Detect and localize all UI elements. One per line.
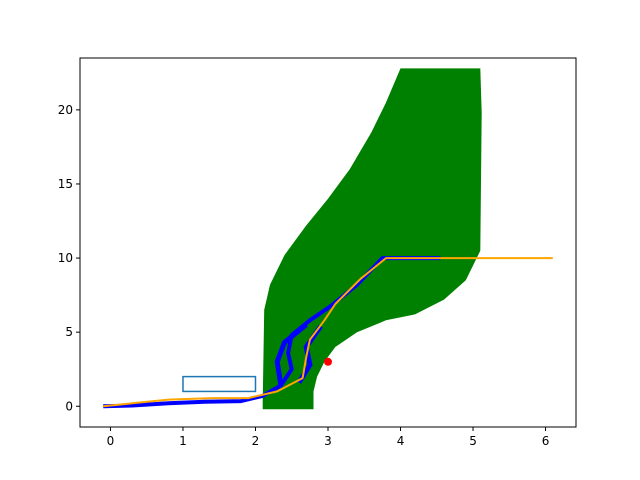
green-band-region (262, 68, 482, 410)
x-tick-label: 4 (397, 434, 405, 448)
trajectory-bundle-inner (296, 324, 323, 384)
y-tick-label: 5 (65, 325, 73, 339)
plot-area (103, 68, 553, 410)
x-tick-label: 5 (469, 434, 477, 448)
y-tick-label: 10 (58, 251, 73, 265)
y-tick-label: 20 (58, 103, 73, 117)
orange-path-line (103, 257, 553, 408)
y-axis: 0 5 10 15 20 (58, 103, 80, 413)
rectangle-outline (182, 375, 257, 393)
goal-point (324, 357, 332, 366)
x-tick-label: 3 (324, 434, 332, 448)
trajectory-bundle-spread (274, 322, 308, 386)
y-tick-label: 15 (58, 177, 73, 191)
x-tick-label: 1 (179, 434, 187, 448)
x-tick-label: 0 (107, 434, 115, 448)
x-axis: 0 1 2 3 4 5 6 (107, 427, 550, 448)
x-tick-label: 2 (252, 434, 260, 448)
y-tick-label: 0 (65, 399, 73, 413)
x-tick-label: 6 (542, 434, 550, 448)
